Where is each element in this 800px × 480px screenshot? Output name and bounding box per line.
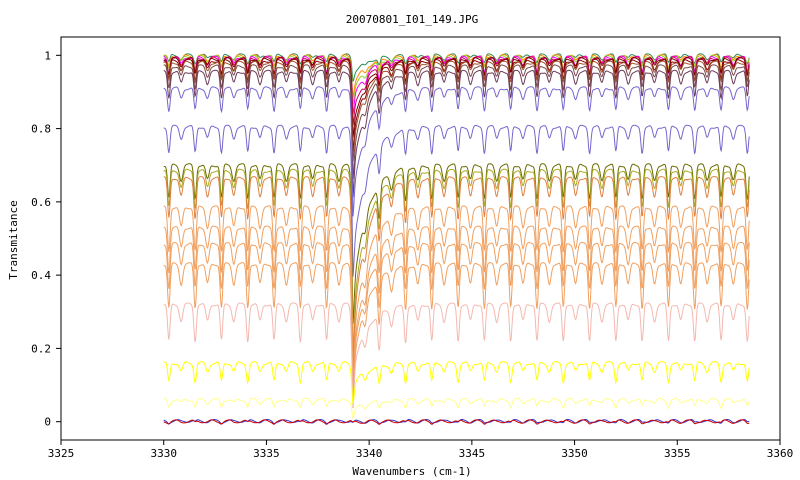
series-line xyxy=(163,419,750,425)
series-layer xyxy=(163,53,750,425)
series-line xyxy=(163,168,750,353)
y-tick-label: 0.8 xyxy=(31,123,51,136)
series-line xyxy=(163,86,750,217)
y-axis-title: Transmitance xyxy=(7,200,20,279)
series-line xyxy=(163,53,750,82)
series-line xyxy=(163,69,750,198)
x-tick-label: 3350 xyxy=(561,447,588,460)
series-line xyxy=(163,124,750,277)
y-tick-label: 0.4 xyxy=(31,269,51,282)
x-tick-label: 3360 xyxy=(767,447,794,460)
series-line xyxy=(163,418,750,425)
series-line xyxy=(163,361,750,405)
series-line xyxy=(163,64,750,179)
x-tick-label: 3355 xyxy=(664,447,691,460)
plot-area-frame xyxy=(60,36,781,441)
series-line xyxy=(163,163,750,324)
y-tick-label: 0.6 xyxy=(31,196,51,209)
series-line xyxy=(163,60,750,162)
series-line xyxy=(163,302,750,407)
y-tick-label: 0 xyxy=(44,416,51,429)
y-tick-label: 1 xyxy=(44,49,51,62)
x-axis: 3325 3330 3335 3340 3345 3350 3355 3360 xyxy=(48,440,794,460)
series-line xyxy=(163,241,750,402)
series-line xyxy=(163,262,750,409)
x-tick-label: 3325 xyxy=(48,447,75,460)
series-line xyxy=(163,397,750,421)
x-tick-label: 3340 xyxy=(356,447,383,460)
x-tick-label: 3345 xyxy=(459,447,486,460)
x-tick-label: 3330 xyxy=(150,447,177,460)
y-axis: 0 0.2 0.4 0.6 0.8 1 xyxy=(31,49,61,429)
x-tick-label: 3335 xyxy=(253,447,280,460)
series-line xyxy=(163,205,750,388)
y-tick-label: 0.2 xyxy=(31,342,51,355)
series-line xyxy=(163,225,750,400)
series-line xyxy=(163,56,750,138)
series-line xyxy=(163,176,750,371)
x-axis-title: Wavenumbers (cm-1) xyxy=(352,465,471,478)
chart-title: 20070801_I01_149.JPG xyxy=(346,13,478,26)
